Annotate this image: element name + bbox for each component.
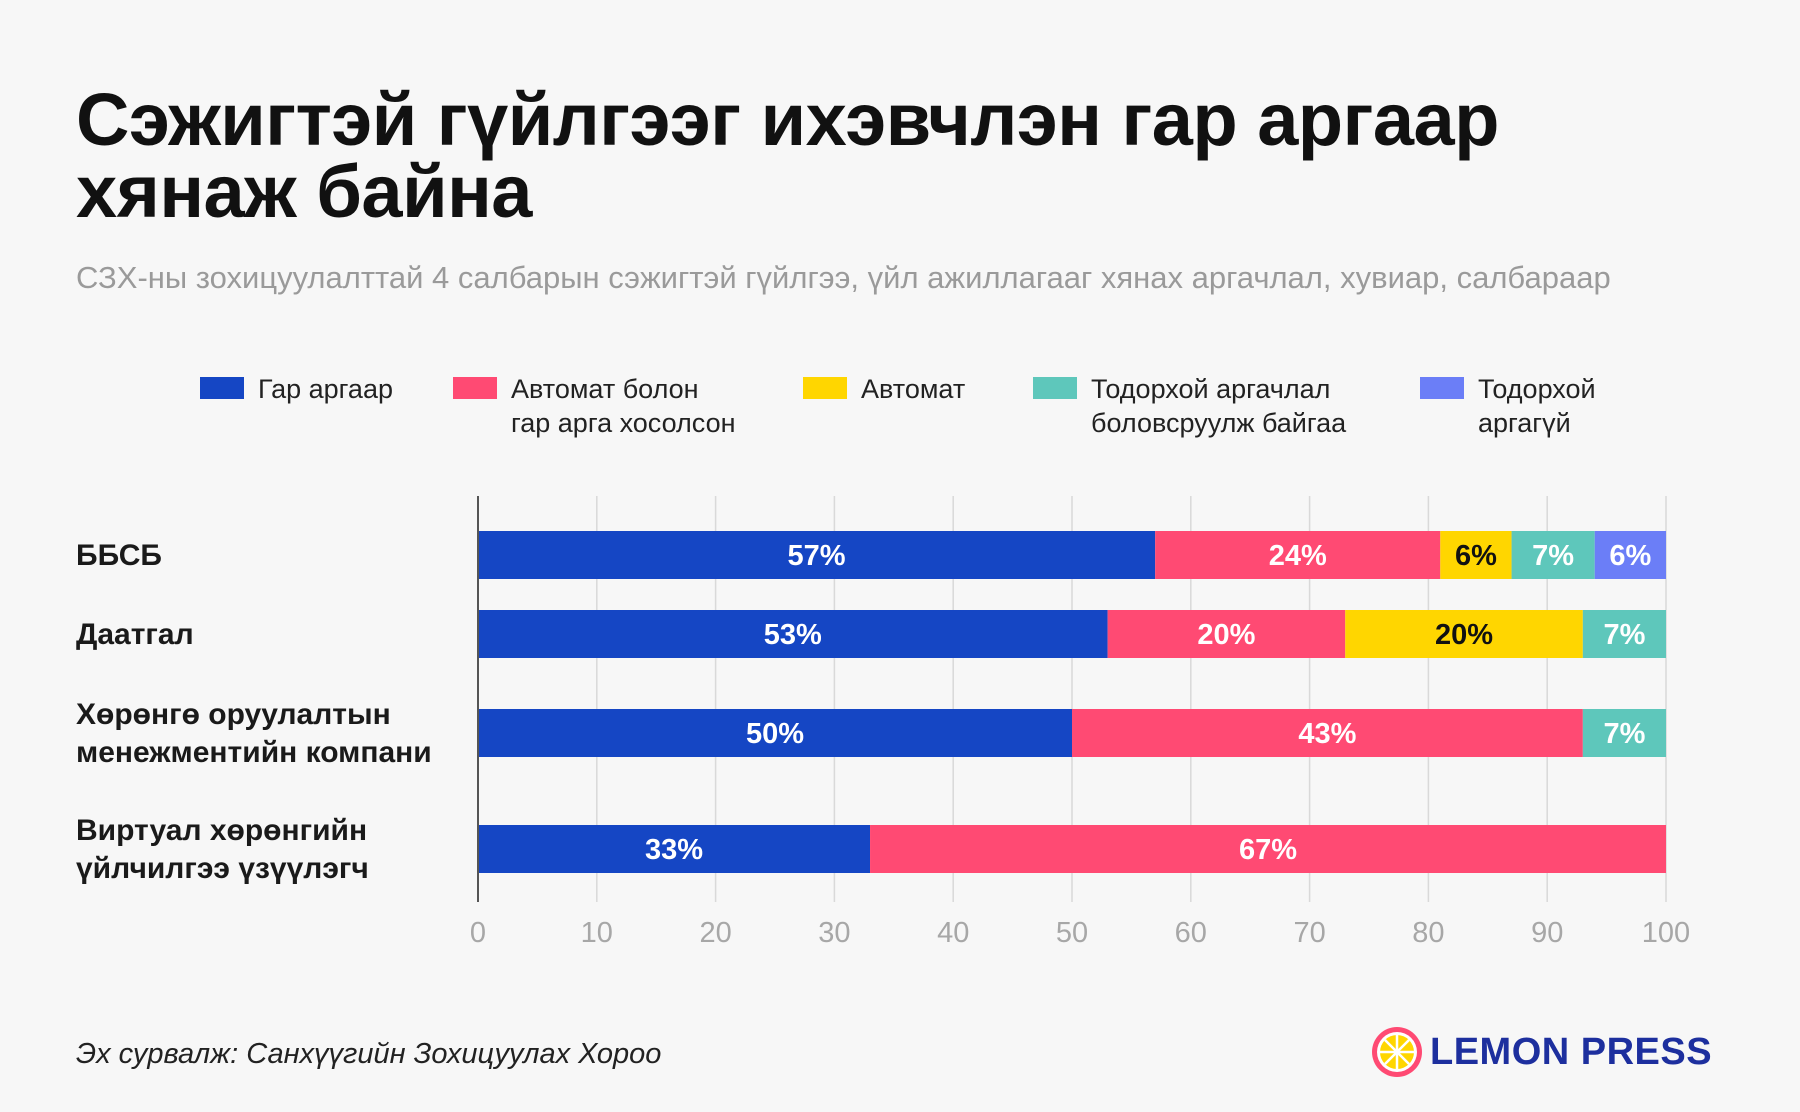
x-tick-label: 70 (1293, 917, 1325, 949)
legend-label: Гар аргаар (258, 374, 393, 404)
bar-segment (478, 610, 1108, 658)
x-tick-label: 0 (470, 917, 486, 949)
stacked-bar-chart: 57% 24% 6% 7% 6% 53% 20% 20% 7% 50% 43% 7% 33% 67% ББ… (76, 496, 1690, 949)
data-label: 6% (1609, 540, 1651, 572)
bar-segment (1072, 709, 1583, 757)
x-tick-label: 30 (818, 917, 850, 949)
data-label: 20% (1435, 619, 1493, 651)
x-tick-label: 50 (1056, 917, 1088, 949)
bar-segment (1107, 610, 1346, 658)
data-label: 57% (788, 540, 846, 572)
bar-segment (1582, 610, 1666, 658)
data-label: 7% (1603, 619, 1645, 651)
data-label: 53% (764, 619, 822, 651)
lemon-icon (1372, 1027, 1422, 1077)
bar-segment (1594, 531, 1666, 579)
x-tick-label: 10 (581, 917, 613, 949)
x-tick-label: 90 (1531, 917, 1563, 949)
legend-label: Автомат (861, 374, 966, 404)
bar-segment (1440, 531, 1512, 579)
category-label: ББСБ (76, 539, 162, 572)
x-tick-label: 100 (1642, 917, 1690, 949)
legend-label: Тодорхой аргагүй (1478, 374, 1596, 438)
data-label: 7% (1603, 718, 1645, 750)
legend-item-hybrid: Автомат болон гар арга хосолсон (453, 372, 736, 440)
data-label: 20% (1197, 619, 1255, 651)
category-label: Виртуал хөрөнгийн үйлчилгээ үзүүлэгч (76, 814, 369, 885)
data-label: 24% (1269, 540, 1327, 572)
legend-item-developing: Тодорхой аргачлал боловсруулж байгаа (1033, 372, 1346, 440)
bar-segment (1345, 610, 1583, 658)
chart-subtitle: СЗХ-ны зохицуулалттай 4 салбарын сэжигтэ… (76, 260, 1611, 295)
bar-segment (478, 825, 871, 873)
logo-text: LEMON PRESS (1430, 1030, 1713, 1073)
x-tick-labels: 0 10 20 30 40 50 60 70 80 90 100 (470, 917, 1690, 949)
bar-segment (1511, 531, 1595, 579)
legend-label: Автомат болон гар арга хосолсон (511, 374, 736, 438)
x-tick-label: 40 (937, 917, 969, 949)
category-label: Хөрөнгө оруулалтын менежментийн компани (76, 698, 432, 769)
category-labels: ББСБ Даатгал Хөрөнгө оруулалтын менежментий… (76, 539, 432, 885)
bars: 57% 24% 6% 7% 6% 53% 20% 20% 7% 50% 43% 7% 33% 67% (478, 531, 1666, 873)
bar-segment (870, 825, 1666, 873)
legend-item-manual: Гар аргаар (200, 372, 393, 406)
legend: Гар аргаар Автомат болон гар арга хосолс… (0, 372, 1800, 452)
data-label: 67% (1239, 834, 1297, 866)
legend-swatch (453, 377, 497, 399)
chart-title: Сэжигтэй гүйлгээг ихэвчлэн гар аргаар хя… (76, 78, 1499, 233)
legend-item-automatic: Автомат (803, 372, 965, 406)
legend-swatch (200, 377, 244, 399)
legend-swatch (1033, 377, 1077, 399)
legend-label: Тодорхой аргачлал боловсруулж байгаа (1091, 374, 1347, 438)
data-label: 33% (645, 834, 703, 866)
data-label: 6% (1455, 540, 1497, 572)
bar-segment (1155, 531, 1441, 579)
legend-swatch (1420, 377, 1464, 399)
bar-segment (478, 709, 1072, 757)
legend-swatch (803, 377, 847, 399)
bar-segment (478, 531, 1156, 579)
x-tick-label: 80 (1412, 917, 1444, 949)
x-tick-label: 60 (1175, 917, 1207, 949)
data-label: 43% (1298, 718, 1356, 750)
data-label: 50% (746, 718, 804, 750)
source-note: Эх сурвалж: Санхүүгийн Зохицуулах Хороо (76, 1038, 662, 1070)
bar-segment (1582, 709, 1666, 757)
category-label: Даатгал (76, 618, 194, 651)
data-label: 7% (1532, 540, 1574, 572)
x-tick-label: 20 (699, 917, 731, 949)
lemon-press-logo: LEMON PRESS (1370, 1024, 1712, 1080)
legend-item-no-method: Тодорхой аргагүй (1420, 372, 1596, 440)
